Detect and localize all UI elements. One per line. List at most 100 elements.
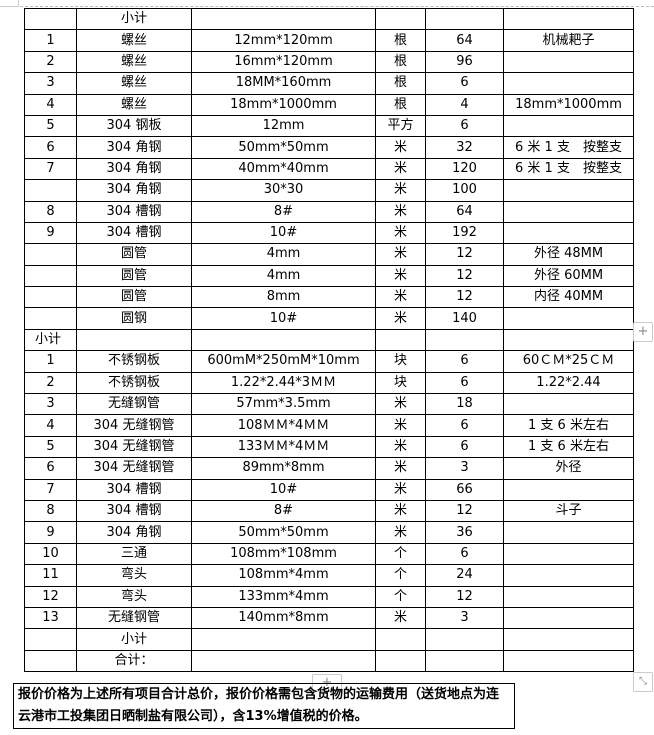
cell-spec[interactable]: 89mm*8mm [191, 457, 376, 480]
cell-remark[interactable] [503, 72, 634, 95]
cell-spec[interactable]: 8# [191, 200, 376, 223]
cell-spec[interactable]: 30*30 [191, 179, 376, 202]
cell-unit[interactable]: 米 [375, 606, 426, 630]
cell-unit[interactable] [375, 7, 426, 31]
cell-unit[interactable]: 平方 [375, 114, 426, 138]
cell-unit[interactable]: 个 [375, 585, 426, 608]
cell-unit[interactable]: 米 [375, 478, 426, 501]
cell-quantity[interactable]: 192 [425, 221, 504, 245]
cell-quantity[interactable]: 32 [425, 136, 504, 159]
cell-remark[interactable] [503, 221, 634, 245]
cell-name[interactable]: 圆管 [76, 286, 192, 309]
cell-quantity[interactable]: 6 [425, 414, 504, 437]
cell-quantity[interactable] [425, 328, 504, 352]
cell-remark[interactable]: 斗子 [503, 499, 634, 523]
cell-spec[interactable]: 57mm*3.5mm [191, 393, 376, 416]
cell-unit[interactable]: 米 [375, 435, 426, 459]
cell-remark[interactable] [503, 606, 634, 630]
cell-name[interactable]: 合计： [76, 649, 192, 673]
cell-quantity[interactable]: 12 [425, 264, 504, 288]
cell-remark[interactable] [503, 179, 634, 202]
cell-remark[interactable] [503, 585, 634, 608]
cell-unit[interactable]: 根 [375, 29, 426, 52]
cell-unit[interactable]: 米 [375, 414, 426, 437]
cell-unit[interactable]: 米 [375, 243, 426, 266]
cell-name[interactable]: 304 槽钢 [76, 499, 192, 523]
cell-quantity[interactable]: 140 [425, 307, 504, 330]
cell-index[interactable]: 12 [24, 585, 77, 608]
cell-name[interactable]: 304 角钢 [76, 136, 192, 159]
cell-name[interactable]: 弯头 [76, 585, 192, 608]
cell-unit[interactable]: 米 [375, 286, 426, 309]
cell-spec[interactable]: 16mm*120mm [191, 50, 376, 74]
cell-quantity[interactable]: 3 [425, 457, 504, 480]
cell-remark[interactable] [503, 328, 634, 352]
cell-index[interactable]: 1 [24, 350, 77, 373]
cell-unit[interactable]: 米 [375, 157, 426, 181]
cell-name[interactable]: 不锈钢板 [76, 371, 192, 395]
cell-index[interactable] [24, 243, 77, 266]
table-resize-handle[interactable]: ⤡ [633, 672, 653, 692]
cell-remark[interactable] [503, 521, 634, 544]
cell-quantity[interactable] [425, 7, 504, 31]
cell-index[interactable] [24, 286, 77, 309]
cell-index[interactable]: 7 [24, 157, 77, 181]
cell-quantity[interactable] [425, 628, 504, 651]
cell-unit[interactable]: 个 [375, 542, 426, 566]
cell-quantity[interactable]: 6 [425, 542, 504, 566]
cell-spec[interactable]: 10# [191, 478, 376, 501]
cell-spec[interactable]: 108mm*4mm [191, 564, 376, 587]
cell-spec[interactable]: 50mm*50mm [191, 521, 376, 544]
cell-name[interactable]: 304 角钢 [76, 521, 192, 544]
cell-name[interactable]: 304 角钢 [76, 179, 192, 202]
cell-remark[interactable] [503, 542, 634, 566]
cell-spec[interactable]: 12mm [191, 114, 376, 138]
cell-remark[interactable]: 1 支 6 米左右 [503, 435, 634, 459]
cell-name[interactable]: 小计 [76, 7, 192, 31]
cell-name[interactable]: 螺丝 [76, 50, 192, 74]
cell-name[interactable]: 无缝钢管 [76, 393, 192, 416]
cell-spec[interactable]: 140mm*8mm [191, 606, 376, 630]
cell-quantity[interactable]: 64 [425, 200, 504, 223]
cell-spec[interactable]: 50mm*50mm [191, 136, 376, 159]
cell-name[interactable]: 螺丝 [76, 72, 192, 95]
cell-quantity[interactable]: 3 [425, 606, 504, 630]
cell-index[interactable] [24, 649, 77, 673]
cell-index[interactable]: 2 [24, 50, 77, 74]
cell-remark[interactable] [503, 307, 634, 330]
cell-name[interactable]: 304 无缝钢管 [76, 435, 192, 459]
cell-remark[interactable]: 6 米 1 支 按整支 [503, 136, 634, 159]
cell-unit[interactable]: 米 [375, 264, 426, 288]
cell-unit[interactable]: 米 [375, 136, 426, 159]
cell-spec[interactable]: 4mm [191, 264, 376, 288]
cell-name[interactable]: 圆管 [76, 243, 192, 266]
cell-index[interactable]: 5 [24, 114, 77, 138]
cell-spec[interactable] [191, 7, 376, 31]
cell-spec[interactable]: 108mm*108mm [191, 542, 376, 566]
cell-spec[interactable]: 18MM*160mm [191, 72, 376, 95]
cell-remark[interactable]: 6 米 1 支 按整支 [503, 157, 634, 181]
cell-index[interactable]: 4 [24, 414, 77, 437]
cell-remark[interactable]: 外径 [503, 457, 634, 480]
cell-quantity[interactable]: 96 [425, 50, 504, 74]
cell-quantity[interactable]: 6 [425, 350, 504, 373]
cell-remark[interactable]: 1.22*2.44 [503, 371, 634, 395]
cell-unit[interactable]: 米 [375, 499, 426, 523]
cell-index[interactable]: 8 [24, 499, 77, 523]
cell-quantity[interactable]: 12 [425, 243, 504, 266]
cell-index[interactable]: 9 [24, 221, 77, 245]
cell-name[interactable]: 小计 [76, 628, 192, 651]
cell-unit[interactable]: 米 [375, 307, 426, 330]
cell-name[interactable]: 弯头 [76, 564, 192, 587]
cell-remark[interactable]: 60ＣＭ*25ＣＭ [503, 350, 634, 373]
cell-name[interactable]: 304 钢板 [76, 114, 192, 138]
cell-unit[interactable] [375, 328, 426, 352]
cell-remark[interactable] [503, 564, 634, 587]
cell-unit[interactable]: 米 [375, 521, 426, 544]
cell-name[interactable]: 无缝钢管 [76, 606, 192, 630]
cell-spec[interactable]: 10# [191, 221, 376, 245]
cell-remark[interactable]: 外径 48MM [503, 243, 634, 266]
cell-quantity[interactable]: 12 [425, 499, 504, 523]
cell-spec[interactable]: 8mm [191, 286, 376, 309]
cell-name[interactable]: 圆管 [76, 264, 192, 288]
